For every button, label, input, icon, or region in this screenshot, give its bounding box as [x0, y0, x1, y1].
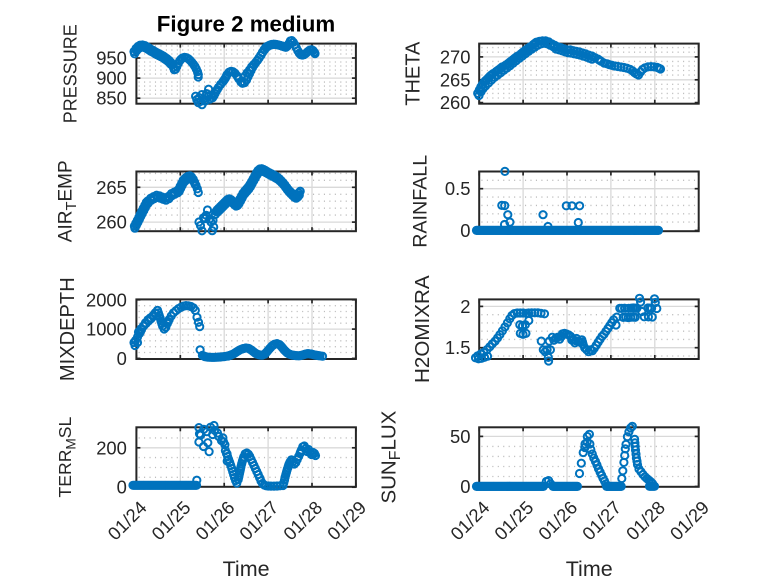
svg-text:260: 260 — [96, 212, 127, 233]
svg-text:850: 850 — [96, 88, 127, 109]
svg-text:H2OMIXRA: H2OMIXRA — [411, 275, 434, 383]
svg-text:2: 2 — [460, 296, 470, 317]
svg-text:0.5: 0.5 — [445, 178, 471, 199]
svg-text:200: 200 — [96, 437, 127, 458]
svg-text:270: 270 — [440, 46, 471, 67]
svg-text:MIXDEPTH: MIXDEPTH — [57, 277, 79, 381]
svg-text:950: 950 — [96, 48, 127, 69]
svg-text:PRESSURE: PRESSURE — [61, 24, 81, 123]
svg-text:RAINFALL: RAINFALL — [410, 155, 432, 248]
svg-text:2000: 2000 — [86, 289, 127, 310]
svg-text:0: 0 — [460, 220, 470, 241]
svg-text:Time: Time — [223, 557, 270, 581]
svg-text:0: 0 — [117, 348, 127, 369]
svg-text:1000: 1000 — [86, 319, 127, 340]
svg-text:0: 0 — [117, 477, 127, 498]
svg-text:50: 50 — [450, 426, 470, 447]
svg-text:265: 265 — [96, 177, 127, 198]
svg-text:Time: Time — [566, 557, 613, 581]
svg-text:0: 0 — [460, 476, 470, 497]
svg-text:1.5: 1.5 — [445, 337, 471, 358]
svg-text:SUNF​LUX: SUNF​LUX — [378, 410, 404, 503]
svg-text:Figure 2 medium: Figure 2 medium — [157, 12, 335, 37]
svg-text:260: 260 — [440, 92, 471, 113]
svg-text:TERRM​SL: TERRM​SL — [55, 417, 78, 498]
svg-text:THETA: THETA — [402, 41, 424, 106]
svg-text:900: 900 — [96, 68, 127, 89]
svg-text:AIRT​EMP: AIRT​EMP — [56, 160, 80, 242]
svg-text:265: 265 — [440, 69, 471, 90]
